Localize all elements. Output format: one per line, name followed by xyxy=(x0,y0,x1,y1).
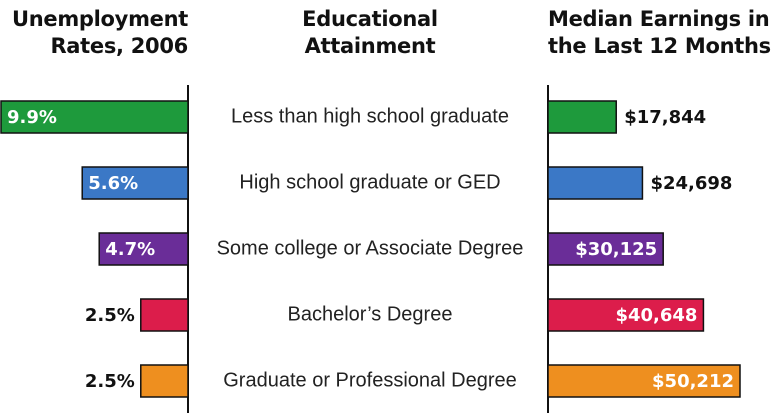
category-label: Some college or Associate Degree xyxy=(217,237,524,259)
bar xyxy=(140,364,189,398)
value-label: $24,698 xyxy=(650,173,732,194)
bar xyxy=(547,298,705,332)
category-label: High school graduate or GED xyxy=(239,171,500,193)
value-label: $17,844 xyxy=(624,107,706,128)
bar xyxy=(98,232,189,266)
bar xyxy=(547,232,664,266)
value-label: 5.6% xyxy=(88,173,138,194)
value-label: 9.9% xyxy=(7,107,57,128)
left-header: Unemployment Rates, 2006 xyxy=(12,7,188,58)
value-label: 2.5% xyxy=(85,371,135,392)
bar xyxy=(0,100,189,134)
center-header: Educational Attainment xyxy=(302,7,438,58)
value-label: 2.5% xyxy=(85,305,135,326)
value-label: 4.7% xyxy=(105,239,155,260)
bar xyxy=(140,298,189,332)
category-label: Graduate or Professional Degree xyxy=(223,369,517,391)
category-label: Less than high school graduate xyxy=(231,105,509,127)
bar xyxy=(547,100,617,134)
bar xyxy=(81,166,189,200)
bar xyxy=(547,166,644,200)
right-header: Median Earnings in the Last 12 Months xyxy=(548,7,771,58)
value-label: $30,125 xyxy=(575,239,657,260)
bar xyxy=(547,364,741,398)
category-label: Bachelor’s Degree xyxy=(288,303,453,325)
value-label: $50,212 xyxy=(652,371,734,392)
value-label: $40,648 xyxy=(615,305,697,326)
